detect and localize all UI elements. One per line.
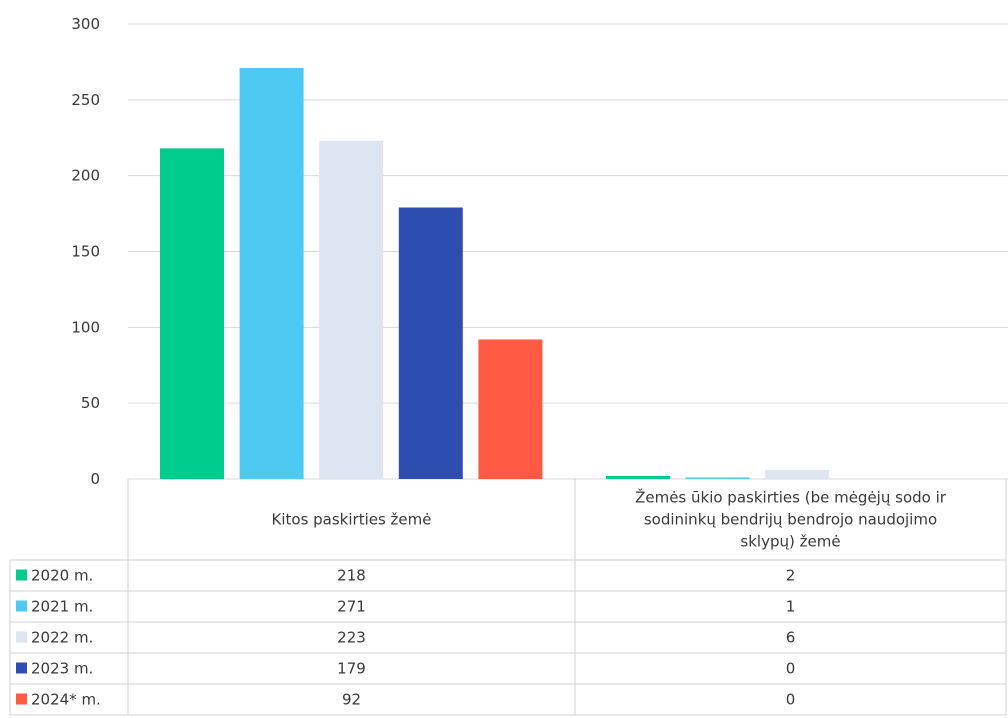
bar — [398, 207, 463, 479]
y-axis: 0 50 100 150 200 250 300 — [71, 15, 100, 488]
series-name: 2024* m. — [31, 691, 101, 709]
bar — [239, 67, 304, 479]
data-label: 6 — [786, 629, 796, 647]
legend-swatch — [16, 662, 27, 674]
data-label: 0 — [786, 660, 796, 678]
category-label: Kitos paskirties žemė — [272, 511, 432, 529]
y-tick-label: 150 — [71, 243, 100, 261]
series-name: 2020 m. — [31, 567, 93, 585]
legend-swatch — [16, 600, 27, 612]
bar — [606, 475, 670, 479]
legend-swatch — [16, 631, 27, 643]
bar — [765, 469, 830, 479]
series-name: 2022 m. — [31, 629, 93, 647]
y-tick-label: 250 — [71, 91, 100, 109]
data-label: 271 — [337, 598, 366, 616]
series-name: 2021 m. — [31, 598, 93, 616]
data-label: 218 — [337, 567, 366, 585]
bar — [319, 140, 384, 480]
data-label: 0 — [786, 691, 796, 709]
data-label: 1 — [786, 598, 796, 616]
legend-swatch — [16, 693, 27, 705]
data-label: 92 — [342, 691, 361, 709]
data-label: 2 — [786, 567, 796, 585]
category-label: sodininkų bendrijų bendrojo naudojimo — [644, 511, 937, 529]
data-table: Kitos paskirties žemė Žemės ūkio paskirti… — [9, 479, 1007, 716]
series-name: 2023 m. — [31, 660, 93, 678]
y-tick-label: 200 — [71, 167, 100, 185]
bar — [478, 339, 543, 479]
y-tick-label: 100 — [71, 318, 100, 336]
category-label: Žemės ūkio paskirties (be mėgėjų sodo ir — [635, 488, 947, 507]
y-tick-label: 0 — [90, 470, 100, 488]
y-tick-label: 50 — [81, 394, 100, 412]
category-label: sklypų) žemė — [740, 533, 840, 551]
data-label: 223 — [337, 629, 366, 647]
legend-swatch — [16, 569, 27, 581]
data-label: 179 — [337, 660, 366, 678]
bar — [160, 148, 224, 479]
bar — [685, 477, 750, 479]
bars — [160, 67, 830, 480]
y-tick-label: 300 — [71, 15, 100, 33]
